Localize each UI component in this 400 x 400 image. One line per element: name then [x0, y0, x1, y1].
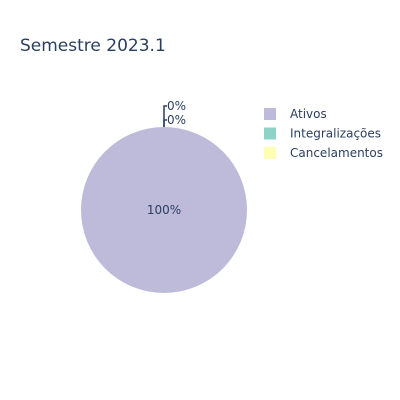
- leader-line-cancelamentos: [163, 119, 167, 127]
- slice-label-ativos: 100%: [147, 203, 181, 217]
- legend: Ativos Integralizações Cancelamentos: [264, 107, 383, 160]
- legend-label-cancelamentos: Cancelamentos: [290, 146, 383, 160]
- legend-swatch-integralizacoes: [264, 127, 276, 140]
- legend-swatch-ativos: [264, 108, 276, 120]
- pie-slice-ativos[interactable]: [81, 127, 247, 293]
- legend-swatch-cancelamentos: [264, 147, 276, 159]
- legend-item-ativos[interactable]: Ativos: [264, 107, 327, 121]
- slice-label-cancelamentos: 0%: [167, 113, 186, 127]
- legend-item-cancelamentos[interactable]: Cancelamentos: [264, 146, 383, 160]
- legend-label-integralizacoes: Integralizações: [290, 127, 381, 141]
- legend-item-integralizacoes[interactable]: Integralizações: [264, 127, 381, 141]
- chart-title: Semestre 2023.1: [20, 36, 166, 56]
- legend-label-ativos: Ativos: [290, 107, 327, 121]
- pie-slices: 100%: [81, 127, 247, 293]
- slice-label-integralizacoes: 0%: [167, 99, 186, 113]
- outside-labels: 0%0%: [163, 99, 186, 127]
